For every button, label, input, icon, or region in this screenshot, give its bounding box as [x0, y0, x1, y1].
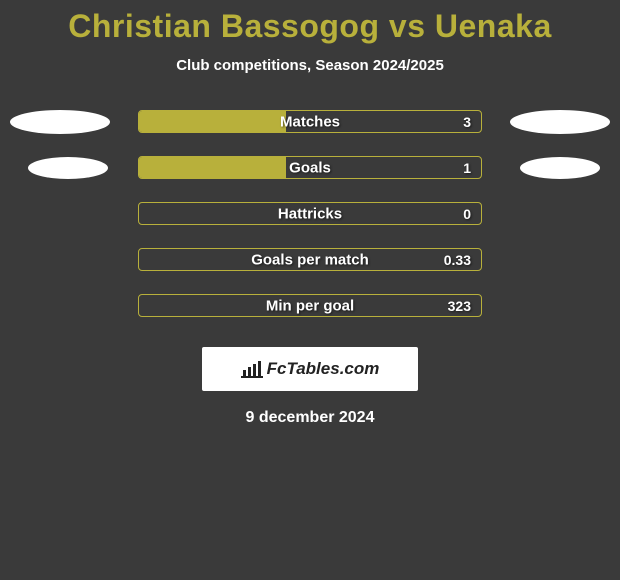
stat-label: Goals per match — [251, 251, 369, 268]
ellipse-left — [28, 157, 108, 179]
stat-row: Goals 1 — [0, 156, 620, 179]
stat-bar: Min per goal 323 — [138, 294, 482, 317]
ellipse-right — [510, 110, 610, 134]
stat-label: Goals — [289, 159, 331, 176]
brand-text: FcTables.com — [267, 359, 380, 379]
stat-label: Min per goal — [266, 297, 354, 314]
stat-bar: Goals 1 — [138, 156, 482, 179]
stat-row: Goals per match 0.33 — [0, 248, 620, 271]
ellipse-right — [520, 157, 600, 179]
stat-row: Matches 3 — [0, 110, 620, 133]
stat-value-right: 0.33 — [444, 252, 471, 268]
stat-value-right: 3 — [463, 114, 471, 130]
stat-rows: Matches 3 Goals 1 Hattricks 0 Goals per match 0… — [0, 110, 620, 317]
stat-bar: Hattricks 0 — [138, 202, 482, 225]
stat-row: Min per goal 323 — [0, 294, 620, 317]
stat-value-right: 323 — [448, 298, 471, 314]
stat-label: Matches — [280, 113, 340, 130]
bar-fill-left — [139, 111, 286, 132]
infographic-container: Christian Bassogog vs Uenaka Club compet… — [0, 0, 620, 427]
ellipse-left — [10, 110, 110, 134]
date-text: 9 december 2024 — [246, 409, 375, 427]
stat-label: Hattricks — [278, 205, 342, 222]
page-subtitle: Club competitions, Season 2024/2025 — [176, 57, 444, 74]
page-title: Christian Bassogog vs Uenaka — [68, 8, 551, 45]
stat-row: Hattricks 0 — [0, 202, 620, 225]
stat-bar: Goals per match 0.33 — [138, 248, 482, 271]
bar-fill-left — [139, 157, 286, 178]
brand-box[interactable]: FcTables.com — [202, 347, 418, 391]
stat-value-right: 0 — [463, 206, 471, 222]
stat-value-right: 1 — [463, 160, 471, 176]
chart-icon — [241, 360, 263, 378]
stat-bar: Matches 3 — [138, 110, 482, 133]
